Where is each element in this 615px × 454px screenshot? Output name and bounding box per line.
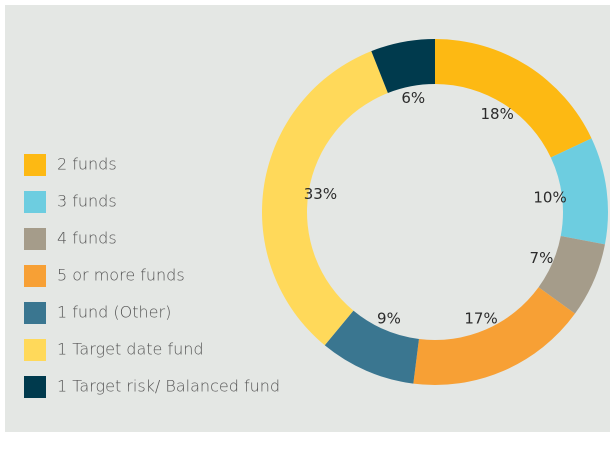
percent-label: 33%: [304, 184, 337, 202]
percent-sign: %: [552, 188, 566, 206]
percent-value: 17: [464, 309, 483, 327]
donut-segment: [413, 287, 575, 385]
legend-swatch: [24, 339, 46, 361]
legend-label: 1 Target risk/ Balanced fund: [57, 377, 280, 396]
legend-label: 1 fund (Other): [57, 303, 171, 322]
percent-sign: %: [387, 309, 401, 327]
percent-value: 33: [304, 184, 323, 202]
percent-sign: %: [483, 309, 497, 327]
percent-label: 6%: [401, 89, 425, 107]
legend-label: 5 or more funds: [57, 266, 185, 285]
donut-segment: [262, 51, 388, 346]
percent-value: 6: [401, 89, 411, 107]
legend-label: 3 funds: [57, 192, 117, 211]
legend-swatch: [24, 302, 46, 324]
percent-sign: %: [411, 89, 425, 107]
percent-sign: %: [500, 105, 514, 123]
percent-value: 9: [377, 309, 387, 327]
legend-swatch: [24, 265, 46, 287]
legend-swatch: [24, 376, 46, 398]
donut-segment: [324, 310, 419, 384]
percent-label: 7%: [530, 249, 554, 267]
percent-label: 10%: [533, 188, 566, 206]
legend-swatch: [24, 228, 46, 250]
percent-value: 7: [530, 249, 540, 267]
percent-label: 9%: [377, 309, 401, 327]
percent-sign: %: [539, 249, 553, 267]
donut-segment: [371, 39, 435, 93]
percent-value: 10: [533, 188, 552, 206]
legend-swatch: [24, 191, 46, 213]
percent-value: 18: [480, 105, 499, 123]
legend-label: 2 funds: [57, 155, 117, 174]
donut-segment: [550, 138, 608, 245]
percent-sign: %: [323, 184, 337, 202]
percent-label: 17%: [464, 309, 497, 327]
donut-segment: [538, 235, 605, 314]
percent-label: 18%: [480, 105, 513, 123]
legend-swatch: [24, 154, 46, 176]
legend-label: 4 funds: [57, 229, 117, 248]
donut-segment: [435, 39, 592, 158]
legend-label: 1 Target date fund: [57, 340, 204, 359]
